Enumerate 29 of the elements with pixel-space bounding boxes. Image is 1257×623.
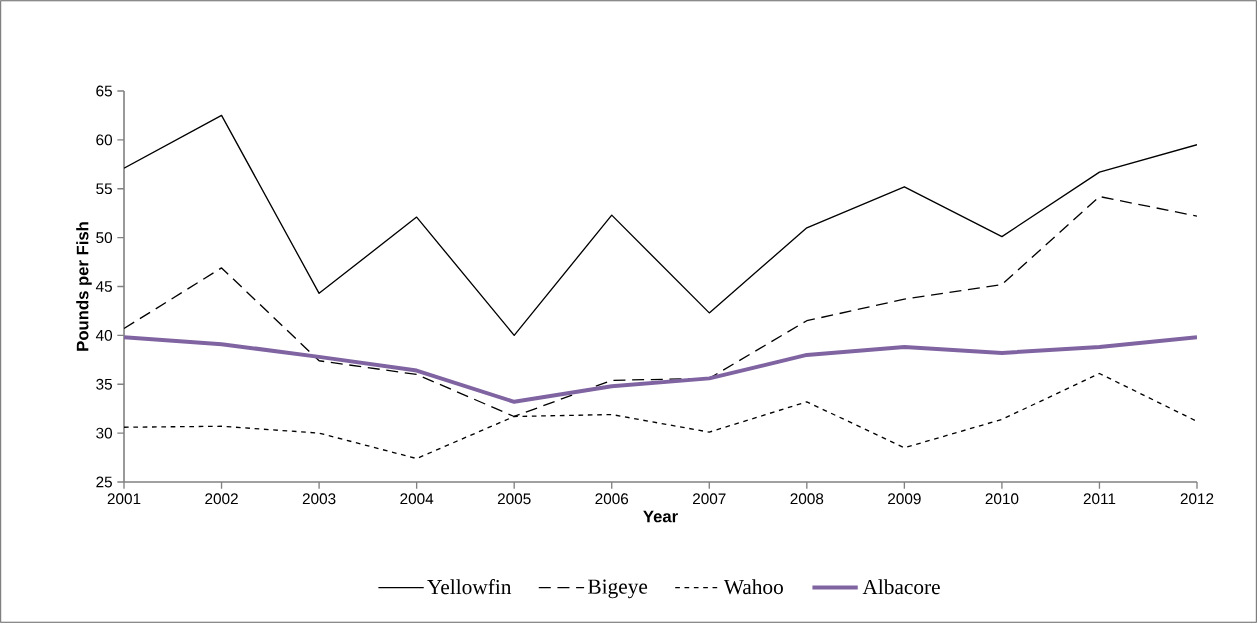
x-tick-label: 2001 (107, 493, 141, 505)
y-tick-label: 65 (96, 85, 112, 97)
y-tick-label: 30 (96, 427, 113, 439)
x-tick-label: 2009 (888, 493, 921, 505)
y-tick-label: 40 (95, 329, 113, 341)
x-tick-label: 2007 (693, 493, 726, 505)
legend-label: Yellowfin (427, 579, 512, 595)
x-tick-label: 2002 (205, 493, 238, 505)
y-tick-label: 60 (96, 134, 113, 146)
line-series (124, 114, 1197, 337)
legend-label: Albacore (862, 579, 940, 595)
x-axis-title: Year (643, 510, 678, 523)
x-tick-label: 2010 (985, 493, 1019, 505)
y-tick-label: 35 (96, 378, 112, 390)
legend-label: Bigeye (588, 579, 648, 599)
x-tick-label: 2005 (497, 493, 531, 505)
y-tick-label: 50 (96, 232, 113, 244)
x-tick-label: 2012 (1180, 493, 1214, 505)
y-axis-title: Pounds per Fish (76, 222, 92, 351)
x-tick-label: 2006 (595, 493, 629, 505)
x-tick-label: 2003 (302, 493, 336, 505)
x-tick-label: 2008 (790, 493, 824, 505)
y-tick-label: 45 (95, 281, 112, 292)
line-series (124, 335, 1197, 404)
y-tick-label: 25 (96, 476, 112, 488)
x-tick-label: 2011 (1083, 493, 1116, 505)
legend-label: Wahoo (723, 579, 783, 595)
x-tick-label: 2004 (400, 493, 434, 505)
y-tick-label: 55 (96, 183, 112, 195)
